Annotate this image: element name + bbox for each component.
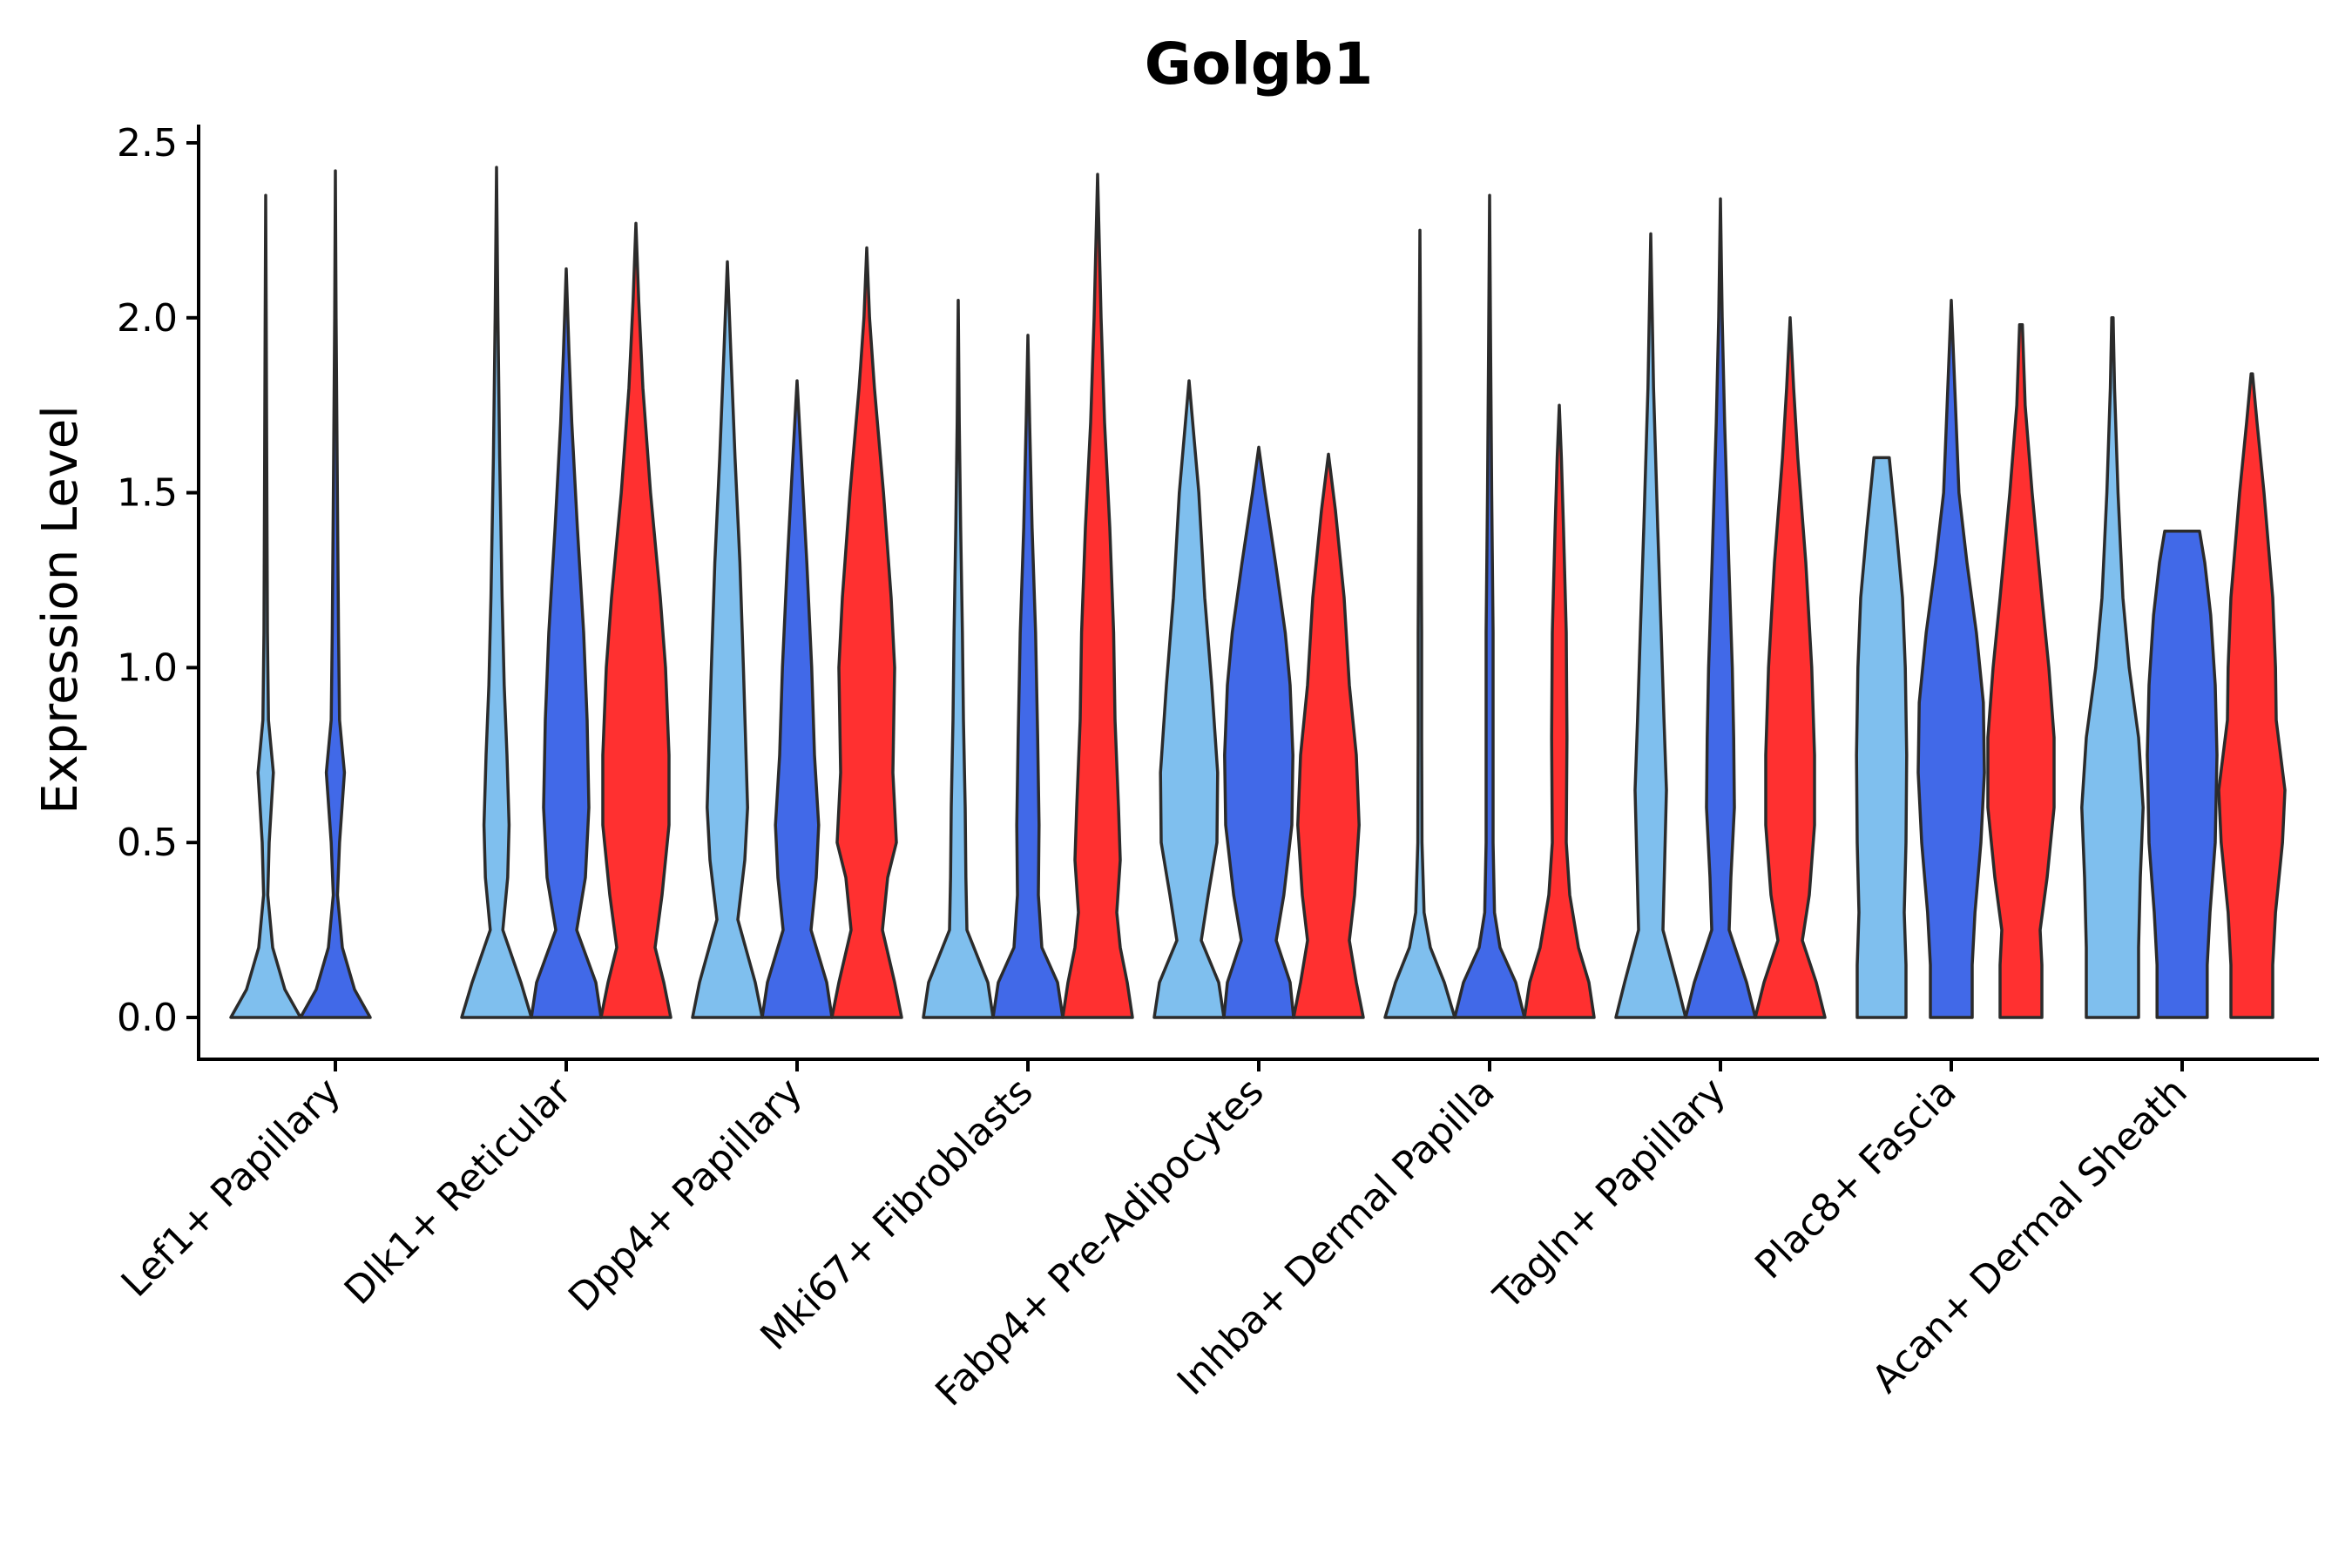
violin-mki67-fibroblasts-group-3 xyxy=(1061,172,1134,1019)
y-tick-label: 0.5 xyxy=(117,821,178,865)
chart-title: Golgb1 xyxy=(1145,30,1374,98)
violin-dpp4-papillary-group-3 xyxy=(830,246,903,1019)
y-tick-label: 2.5 xyxy=(117,121,178,166)
violin-dlk1-reticular-group-1 xyxy=(460,166,533,1019)
violin-acan-dermal-sheath-group-2 xyxy=(2146,530,2219,1019)
violin-tagln-papillary-group-3 xyxy=(1754,316,1827,1019)
violin-layer xyxy=(229,166,2287,1019)
y-tick-label: 0.0 xyxy=(117,996,178,1040)
violin-mki67-fibroblasts-group-1 xyxy=(922,298,995,1019)
x-tick-label: Plac8+ Fascia xyxy=(1747,1070,1965,1288)
x-tick-label: Dpp4+ Papillary xyxy=(560,1070,811,1321)
y-axis-label: Expression Level xyxy=(32,405,89,814)
violin-fabp4-pre-adipocytes-group-2 xyxy=(1222,445,1295,1019)
violin-plac8-fascia-group-1 xyxy=(1855,456,1909,1019)
violin-inhba-dermal-papilla-group-2 xyxy=(1453,193,1526,1019)
violin-dpp4-papillary-group-2 xyxy=(760,379,834,1019)
violin-lef1-papillary-group-1 xyxy=(229,193,302,1019)
y-tick-label: 2.0 xyxy=(117,296,178,341)
x-tick-label: Tagln+ Papillary xyxy=(1485,1070,1734,1319)
violin-fabp4-pre-adipocytes-group-1 xyxy=(1152,379,1226,1019)
violin-dlk1-reticular-group-3 xyxy=(599,221,672,1019)
violin-acan-dermal-sheath-group-1 xyxy=(2080,316,2145,1019)
violin-dlk1-reticular-group-2 xyxy=(530,267,603,1019)
y-tick-label: 1.5 xyxy=(117,471,178,516)
y-tick-label: 1.0 xyxy=(117,645,178,690)
x-tick-label: Lef1+ Papillary xyxy=(113,1070,349,1306)
violin-inhba-dermal-papilla-group-3 xyxy=(1523,403,1596,1019)
x-tick-label: Dlk1+ Reticular xyxy=(336,1069,581,1314)
violin-mki67-fibroblasts-group-2 xyxy=(991,334,1064,1019)
violin-lef1-papillary-group-2 xyxy=(299,169,372,1019)
violin-dpp4-papillary-group-1 xyxy=(691,260,764,1019)
violin-plac8-fascia-group-3 xyxy=(1986,323,2056,1019)
violin-acan-dermal-sheath-group-3 xyxy=(2217,372,2287,1019)
violin-plac8-fascia-group-2 xyxy=(1916,298,1986,1019)
violin-tagln-papillary-group-1 xyxy=(1614,232,1687,1019)
violin-inhba-dermal-papilla-group-1 xyxy=(1383,228,1456,1019)
y-axis-ticks: 0.0 0.5 1.0 1.5 2.0 2.5 xyxy=(117,121,199,1040)
violin-tagln-papillary-group-2 xyxy=(1684,197,1757,1019)
violin-fabp4-pre-adipocytes-group-3 xyxy=(1292,452,1365,1019)
